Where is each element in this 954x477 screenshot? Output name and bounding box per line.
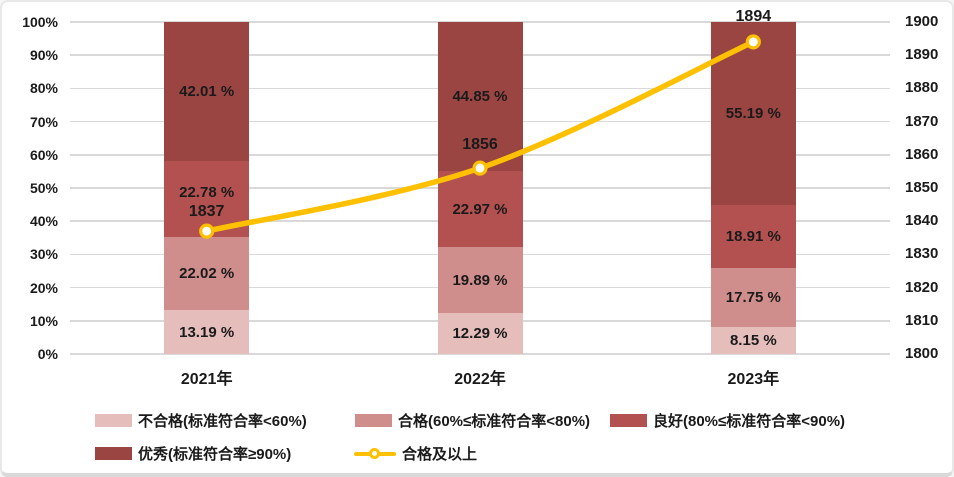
legend-label: 优秀(标准符合率≥90%) [138,446,292,463]
bar-segment-label: 55.19 % [725,105,781,123]
y-axis-left-tick: 20% [29,279,58,296]
legend-label: 合格及以上 [402,446,478,463]
x-axis-label: 2022年 [454,371,506,388]
legend-item-bar: 良好(80%≤标准符合率<90%) [610,410,845,431]
legend-label: 不合格(标准符合率<60%) [138,413,307,430]
bar-segment-label: 17.75 % [725,288,781,306]
bar-segment-2021年-s2: 22.78 % [164,161,250,238]
bar-segment-2023年-s0: 8.15 % [710,326,796,354]
bar-segment-2023年-s3: 55.19 % [710,22,796,206]
y-axis-right-tick: 1810 [905,311,939,329]
bar-segment-label: 42.01 % [179,83,235,101]
bar-segment-2023年-s1: 17.75 % [710,268,796,327]
y-axis-right-tick: 1800 [905,345,939,362]
legend-label: 良好(80%≤标准符合率<90%) [653,413,846,430]
bar-segment-2022年-s0: 12.29 % [437,313,523,354]
legend-item-bar: 优秀(标准符合率≥90%) [95,443,291,464]
y-axis-right-tick: 1820 [905,278,939,296]
y-axis-right-tick: 1870 [905,112,939,130]
y-axis-left-tick: 90% [29,47,58,64]
bar-segment-label: 22.97 % [452,200,508,218]
bar-segment-label: 22.02 % [179,265,235,283]
legend-item-bar: 不合格(标准符合率<60%) [95,410,307,431]
y-axis-left-tick: 100% [22,14,58,30]
y-axis-left-tick: 10% [29,312,58,329]
legend-item-line: 合格及以上 [354,443,477,464]
x-axis-label: 2023年 [727,371,780,388]
bar-segment-2022年-s2: 22.97 % [437,170,523,248]
y-axis-left-tick: 80% [29,80,58,97]
line-point-label: 1856 [462,136,498,154]
y-axis-left-tick: 30% [29,246,58,263]
y-axis-left-tick: 60% [29,146,58,163]
bar-segment-label: 44.85 % [452,87,508,105]
legend-label: 合格(60%≤标准符合率<80%) [398,413,591,430]
y-axis-right-tick: 1860 [905,145,939,163]
x-axis-label: 2021年 [180,371,233,388]
line-point-label: 1894 [735,7,772,25]
line-point-label: 1837 [188,203,225,221]
bar-segment-label: 12.29 % [452,325,508,343]
y-axis-left-tick: 40% [29,213,58,230]
gridline [70,353,890,355]
legend-color-swatch [610,414,647,427]
bar-segment-label: 22.78 % [179,183,235,201]
bar-segment-label: 13.19 % [179,323,235,341]
y-axis-right-tick: 1890 [905,46,939,64]
gridline [70,21,890,23]
y-axis-right-tick: 1850 [905,179,939,196]
bar-segment-2021年-s3: 42.01 % [164,22,250,162]
legend-line-marker-icon [354,447,396,460]
bar-segment-label: 18.91 % [725,228,781,246]
bar-segment-2022年-s1: 19.89 % [437,247,523,314]
y-axis-right-tick: 1840 [905,212,939,230]
bar-segment-2021年-s0: 13.19 % [164,310,250,354]
legend-color-swatch [95,414,132,427]
bar-segment-label: 19.89 % [452,271,508,289]
y-axis-left-tick: 50% [29,180,58,196]
y-axis-left-tick: 0% [37,346,58,362]
y-axis-right-tick: 1880 [905,79,939,97]
y-axis-right-tick: 1830 [905,245,939,263]
bar-segment-label: 8.15 % [729,331,777,349]
bar-segment-2021年-s1: 22.02 % [164,237,250,311]
legend-item-bar: 合格(60%≤标准符合率<80%) [355,410,590,431]
y-axis-left-tick: 70% [29,113,58,130]
legend-color-swatch [355,414,392,427]
legend-color-swatch [95,447,132,460]
bar-segment-2023年-s2: 18.91 % [710,205,796,268]
y-axis-right-tick: 1900 [905,13,939,30]
